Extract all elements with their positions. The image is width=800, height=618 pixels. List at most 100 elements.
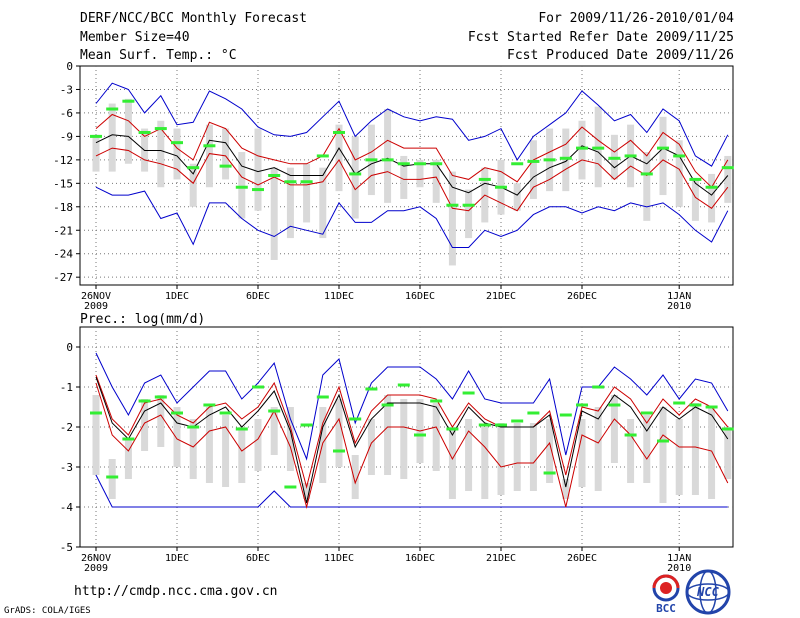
prec-spread-bar [529,423,537,491]
temp-observed-mark [559,156,572,160]
prec-spread-bar [335,399,343,467]
temp-spread-bar [108,103,116,172]
prec-xtick-label: 6DEC [246,553,270,564]
prec-xtick-year: 2010 [667,563,691,574]
temp-xtick-label: 11DEC [324,291,354,302]
member-size-label: Member Size=40 [80,30,190,45]
temp-spread-bar [222,128,230,180]
variable-label: Mean Surf. Temp.: °C [80,48,237,63]
forecast-period: For 2009/11/26-2010/01/04 [538,11,734,26]
temp-observed-mark [414,162,426,166]
temp-spread-bar [205,124,213,188]
temp-observed-mark [592,146,605,150]
temp-observed-mark [219,164,232,168]
temp-ytick-label: -15 [53,177,73,190]
temp-observed-mark [268,174,281,177]
prec-observed-mark [349,417,362,421]
temp-spread-bar [157,120,165,188]
temp-observed-mark [446,203,459,207]
temp-xtick-year: 2009 [84,301,108,312]
temp-xtick-label: 1DEC [165,291,189,302]
temp-observed-mark [300,180,313,184]
temp-observed-mark [365,158,378,162]
prec-observed-mark [316,395,329,399]
prec-spread-bar [384,395,392,475]
temp-spread-bar [513,183,521,211]
prec-spread-bar [400,399,408,479]
temp-observed-mark [171,141,183,145]
temp-observed-mark [397,162,410,166]
prec-observed-mark [462,391,475,395]
temp-spread-bar [724,155,732,203]
prec-p90-line [95,374,729,489]
temp-spread-bar [691,179,699,221]
temp-ytick-label: -24 [53,248,73,261]
prec-xtick-label: 1DEC [165,553,189,564]
prec-observed-mark [397,383,410,387]
temp-spread-bar [643,152,651,221]
temp-observed-mark [316,154,329,158]
ncc-logo-text: NCC [696,585,719,599]
prec-spread-bar [157,395,165,447]
prec-observed-mark [495,423,507,427]
temp-spread-bar [400,155,408,199]
prec-observed-mark [235,427,248,431]
prec-p10-line [95,382,729,509]
fcst-produced-date: Fcst Produced Date 2009/11/26 [507,48,734,63]
prec-ytick-label: -4 [60,501,74,514]
prec-observed-mark [721,427,734,431]
prec-observed-mark [624,433,637,437]
temp-observed-mark [511,162,524,166]
prec-spread-bar [254,419,262,471]
prec-spread-bar [351,455,359,499]
prec-observed-mark [381,403,394,407]
prec-spread-bar [724,427,732,479]
figure-title: DERF/NCC/BCC Monthly Forecast [80,11,307,26]
prec-spread-bar [173,407,181,467]
precip-chart-title: Prec.: log(mm/d) [80,312,206,327]
prec-spread-bar [610,395,618,463]
temp-p90-line [95,113,729,188]
prec-observed-mark [154,395,167,399]
prec-ytick-label: -5 [60,541,73,554]
temp-spread-bar [286,167,294,239]
temp-observed-mark [122,99,135,103]
prec-spread-bar [270,407,278,455]
prec-observed-mark [171,411,183,415]
temp-ytick-label: -3 [60,83,73,96]
prec-spread-bar [481,427,489,499]
prec-spread-bar [124,439,132,479]
prec-observed-mark [673,401,686,405]
temp-spread-bar [189,163,197,207]
prec-spread-bar [286,407,294,471]
temp-median-line [95,134,729,196]
temp-xtick-year: 2010 [667,301,691,312]
prec-spread-bar [513,423,521,491]
prec-spread-bar [238,427,246,483]
temp-spread-bar [659,116,667,196]
temp-spread-bar [303,163,311,223]
source-url[interactable]: http://cmdp.ncc.cma.gov.cn [74,584,278,599]
ncc-logo: NCC [685,569,731,615]
prec-spread-bar [367,419,375,475]
temp-observed-mark [673,154,686,158]
temp-p10-line [95,147,729,212]
temp-observed-mark [381,158,394,162]
prec-observed-mark [430,399,443,403]
temp-observed-mark [138,130,151,134]
prec-spread-bar [189,419,197,479]
temp-observed-mark [235,185,248,189]
temp-observed-mark [90,134,102,138]
prec-observed-mark [608,403,621,407]
temp-observed-mark [543,158,556,162]
temp-spread-bar [432,159,440,203]
temp-spread-bar [270,167,278,260]
prec-observed-mark [478,423,491,427]
prec-observed-mark [284,485,297,489]
temp-spread-bar [384,109,392,203]
prec-observed-mark [576,403,588,407]
